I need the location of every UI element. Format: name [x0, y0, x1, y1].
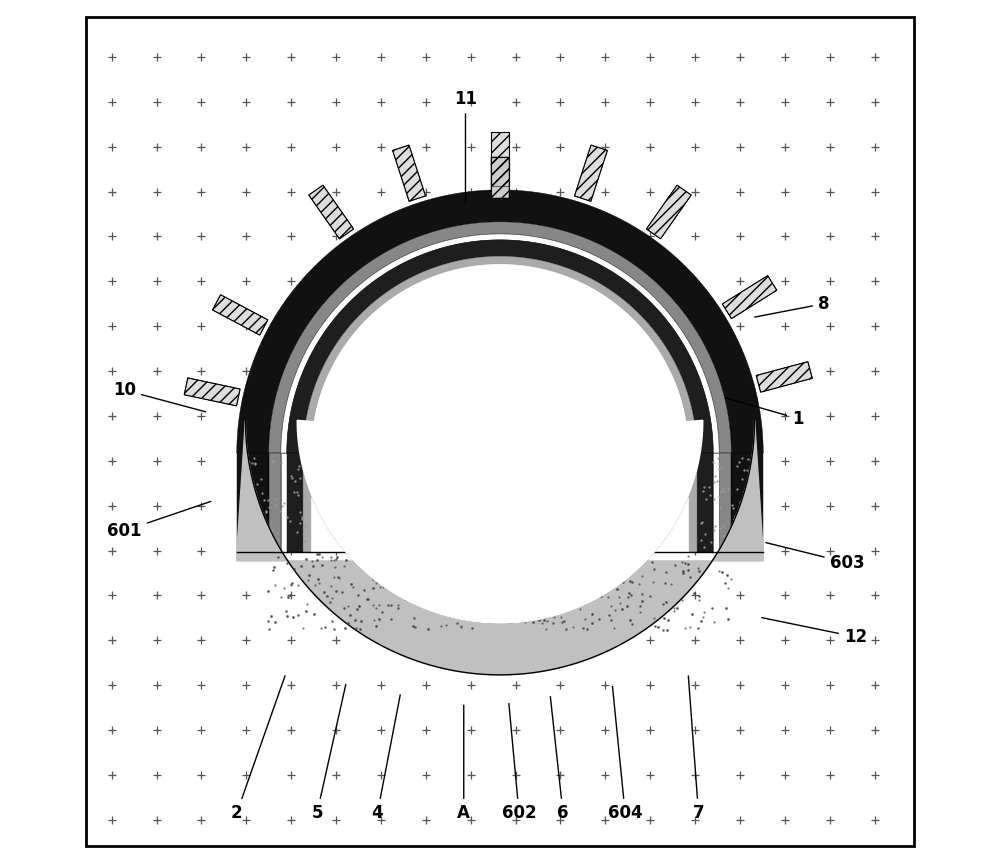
Bar [281, 453, 287, 552]
Polygon shape [491, 132, 509, 186]
Text: 601: 601 [107, 501, 211, 539]
Bar [287, 453, 303, 552]
Polygon shape [269, 222, 731, 453]
Text: 8: 8 [755, 295, 829, 317]
Text: A: A [457, 705, 470, 822]
Polygon shape [281, 234, 719, 453]
Bar [688, 453, 697, 552]
Text: 602: 602 [502, 703, 536, 822]
Bar [491, 157, 509, 198]
Bar [697, 453, 713, 552]
Text: 5: 5 [311, 684, 346, 822]
Bar [719, 453, 731, 552]
Text: 12: 12 [762, 618, 867, 646]
Polygon shape [574, 145, 607, 201]
Bar [713, 453, 719, 552]
Polygon shape [303, 256, 697, 453]
Polygon shape [237, 190, 763, 453]
Polygon shape [312, 265, 688, 552]
Text: 7: 7 [688, 676, 704, 822]
Text: 4: 4 [372, 695, 400, 822]
Polygon shape [756, 362, 812, 392]
Polygon shape [212, 295, 268, 335]
Bar [269, 453, 281, 552]
Polygon shape [237, 420, 763, 675]
Bar [731, 453, 763, 552]
Polygon shape [309, 186, 354, 239]
Text: 2: 2 [231, 676, 285, 822]
Text: 604: 604 [608, 686, 642, 822]
Polygon shape [297, 265, 703, 623]
Text: 6: 6 [550, 696, 569, 822]
Bar [303, 453, 312, 552]
Polygon shape [393, 145, 426, 201]
Text: 1: 1 [725, 398, 803, 427]
Polygon shape [184, 378, 240, 406]
Polygon shape [722, 275, 777, 318]
Polygon shape [287, 240, 713, 453]
Bar [237, 453, 269, 552]
Bar [491, 157, 509, 198]
Text: 10: 10 [113, 381, 206, 412]
Text: 603: 603 [766, 543, 864, 571]
Text: 11: 11 [454, 91, 477, 203]
Polygon shape [646, 186, 691, 239]
